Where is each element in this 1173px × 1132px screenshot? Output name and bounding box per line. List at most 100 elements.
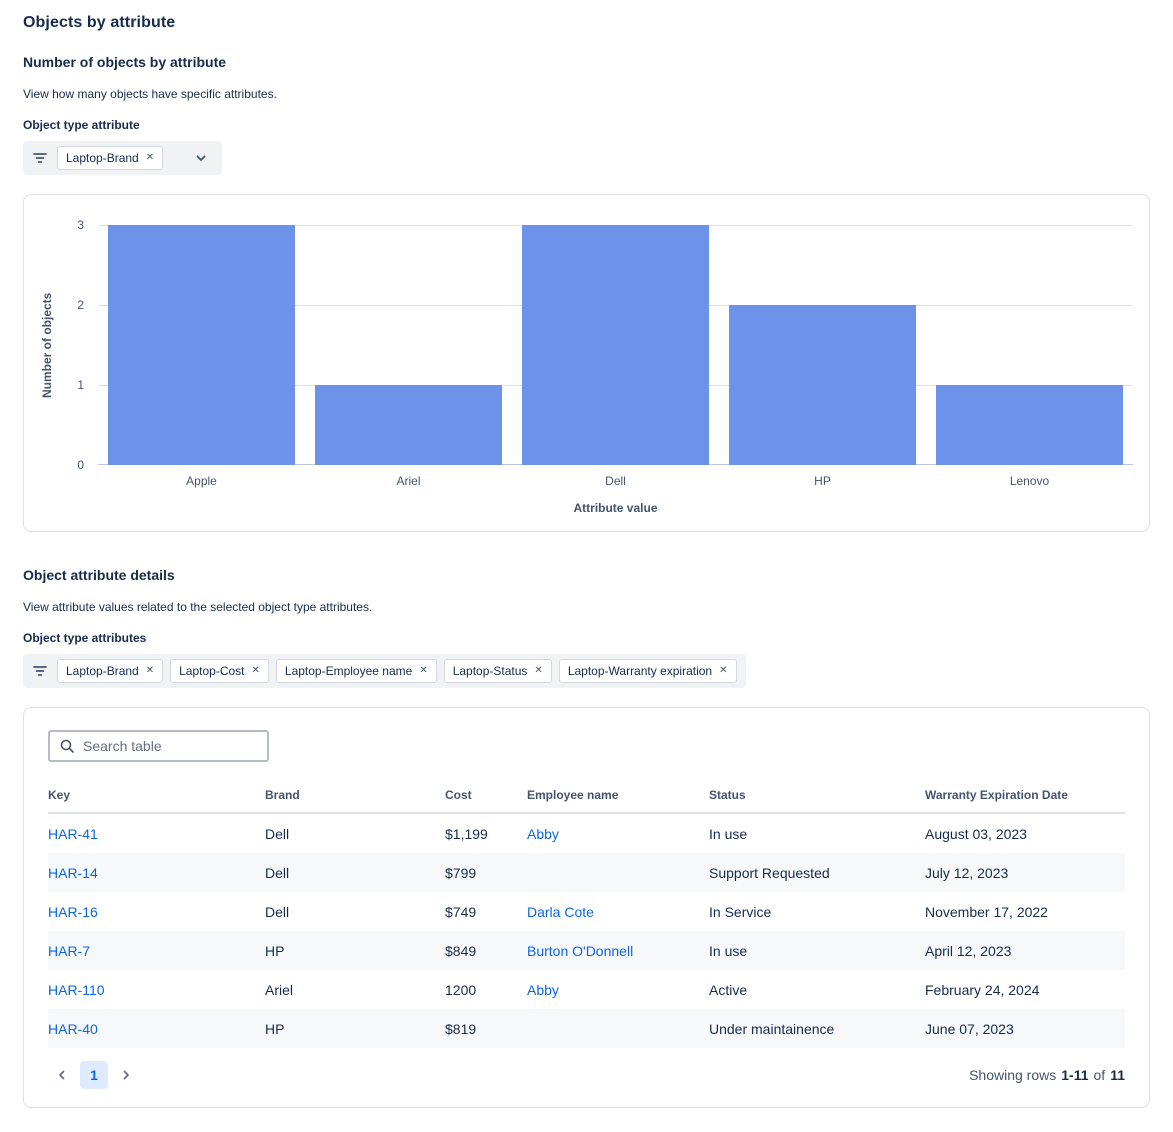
table-row: HAR-110 Ariel 1200 Abby Active February … xyxy=(48,970,1125,1009)
filter-tag-label: Laptop-Brand xyxy=(66,664,139,678)
table-row: HAR-40 HP $819 Under maintainence June 0… xyxy=(48,1009,1125,1048)
previous-page-button[interactable] xyxy=(48,1061,76,1089)
employee-link[interactable]: Abby xyxy=(527,981,559,998)
cost-cell: $749 xyxy=(445,903,477,920)
cost-cell: $849 xyxy=(445,942,477,959)
column-header-warranty[interactable]: Warranty Expiration Date xyxy=(925,788,1068,802)
bar-hp[interactable] xyxy=(729,305,916,465)
filter-tag-label: Laptop-Status xyxy=(452,664,528,678)
object-type-attribute-select[interactable]: Laptop-Brand ✕ xyxy=(23,141,223,175)
status-cell: Under maintainence xyxy=(709,1020,835,1037)
filter-tag-label: Laptop-Employee name xyxy=(284,664,413,678)
x-tick-label: Lenovo xyxy=(1009,474,1050,488)
status-cell: In use xyxy=(709,825,748,842)
chart-section-description: View how many objects have specific attr… xyxy=(23,87,277,101)
cost-cell: $799 xyxy=(445,864,477,881)
filter-tag: Laptop-Cost ✕ xyxy=(170,659,269,683)
column-header-status[interactable]: Status xyxy=(709,788,746,802)
remove-tag-icon[interactable]: ✕ xyxy=(251,665,260,676)
rows-summary-of: of xyxy=(1093,1067,1106,1083)
warranty-cell: November 17, 2022 xyxy=(925,903,1048,920)
brand-cell: Dell xyxy=(265,825,290,842)
warranty-cell: April 12, 2023 xyxy=(925,942,1012,959)
next-page-button[interactable] xyxy=(112,1061,140,1089)
employee-link[interactable]: Darla Cote xyxy=(527,903,594,920)
key-link[interactable]: HAR-40 xyxy=(48,1020,98,1037)
search-input[interactable] xyxy=(83,738,258,754)
brand-cell: Dell xyxy=(265,864,290,881)
plot-area xyxy=(98,225,1133,465)
filter-tag-label: Laptop-Warranty expiration xyxy=(567,664,713,678)
column-header-cost[interactable]: Cost xyxy=(445,788,472,802)
bar-dell[interactable] xyxy=(522,225,709,465)
search-icon xyxy=(59,738,75,754)
search-box xyxy=(48,730,269,762)
key-link[interactable]: HAR-7 xyxy=(48,942,91,959)
table-footer: 1 Showing rows 1-11 of 11 xyxy=(48,1061,1125,1093)
table-row: HAR-7 HP $849 Burton O'Donnell In use Ap… xyxy=(48,931,1125,970)
chart-card: Number of objects 3 2 1 0 xyxy=(23,194,1150,532)
table-row: HAR-41 Dell $1,199 Abby In use August 03… xyxy=(48,814,1125,853)
bar-lenovo[interactable] xyxy=(936,385,1123,465)
remove-tag-icon[interactable]: ✕ xyxy=(719,665,728,676)
chart-section-heading: Number of objects by attribute xyxy=(23,54,227,70)
chevron-right-icon xyxy=(119,1068,133,1082)
employee-link[interactable]: Burton O'Donnell xyxy=(527,942,634,959)
status-cell: In Service xyxy=(709,903,772,920)
key-link[interactable]: HAR-110 xyxy=(48,981,105,998)
rows-summary-range: 1-11 xyxy=(1061,1067,1089,1083)
page-1-button[interactable]: 1 xyxy=(80,1061,108,1089)
chevron-left-icon xyxy=(55,1068,69,1082)
details-section-heading: Object attribute details xyxy=(23,567,175,583)
column-header-key[interactable]: Key xyxy=(48,788,71,802)
rows-summary: Showing rows 1-11 of 11 xyxy=(969,1067,1125,1083)
brand-cell: Dell xyxy=(265,903,290,920)
x-axis-ticks: Apple Ariel Dell HP Lenovo xyxy=(98,465,1133,488)
bar-ariel[interactable] xyxy=(315,385,502,465)
filter-tag: Laptop-Employee name ✕ xyxy=(275,659,437,683)
status-cell: Support Requested xyxy=(709,864,830,881)
column-header-employee[interactable]: Employee name xyxy=(527,788,619,802)
key-link[interactable]: HAR-41 xyxy=(48,825,98,842)
remove-tag-icon[interactable]: ✕ xyxy=(419,665,428,676)
filter-icon xyxy=(32,150,48,166)
chart-section: Number of objects by attribute View how … xyxy=(23,54,1150,532)
bar-apple[interactable] xyxy=(108,225,295,465)
y-tick-label: 0 xyxy=(77,458,84,472)
filter-tag: Laptop-Brand ✕ xyxy=(57,146,164,170)
key-link[interactable]: HAR-14 xyxy=(48,864,98,881)
brand-cell: HP xyxy=(265,942,285,959)
cost-cell: $1,199 xyxy=(445,825,488,842)
column-header-brand[interactable]: Brand xyxy=(265,788,300,802)
x-tick-label: Apple xyxy=(186,474,217,488)
warranty-cell: February 24, 2024 xyxy=(925,981,1040,998)
y-tick-label: 2 xyxy=(77,297,84,312)
key-link[interactable]: HAR-16 xyxy=(48,903,98,920)
object-type-attribute-label: Object type attribute xyxy=(23,118,140,132)
filter-tag: Laptop-Status ✕ xyxy=(443,659,552,683)
object-type-attributes-select[interactable]: Laptop-Brand ✕ Laptop-Cost ✕ Laptop-Empl… xyxy=(23,654,746,688)
brand-cell: HP xyxy=(265,1020,285,1037)
table-header-row: Key Brand Cost Employee name Status Warr… xyxy=(48,780,1125,814)
details-section-description: View attribute values related to the sel… xyxy=(23,600,373,614)
warranty-cell: June 07, 2023 xyxy=(925,1020,1014,1037)
warranty-cell: August 03, 2023 xyxy=(925,825,1027,842)
remove-tag-icon[interactable]: ✕ xyxy=(534,665,543,676)
rows-summary-total: 11 xyxy=(1110,1067,1125,1083)
employee-link[interactable]: Abby xyxy=(527,825,559,842)
cost-cell: 1200 xyxy=(445,981,477,998)
attributes-table: Key Brand Cost Employee name Status Warr… xyxy=(48,780,1125,1048)
y-axis-ticks: 3 2 1 0 xyxy=(58,218,98,472)
filter-tag: Laptop-Brand ✕ xyxy=(57,659,164,683)
rows-summary-prefix: Showing rows xyxy=(969,1067,1057,1083)
filter-tag-label: Laptop-Brand xyxy=(66,151,139,165)
bars-group xyxy=(98,225,1133,465)
bar-chart: Number of objects 3 2 1 0 xyxy=(36,218,1133,515)
status-cell: In use xyxy=(709,942,748,959)
x-tick-label: Dell xyxy=(605,474,626,488)
remove-tag-icon[interactable]: ✕ xyxy=(145,665,155,676)
remove-tag-icon[interactable]: ✕ xyxy=(145,152,155,163)
table-row: HAR-14 Dell $799 Support Requested July … xyxy=(48,853,1125,892)
filter-icon xyxy=(32,663,48,679)
brand-cell: Ariel xyxy=(265,981,294,998)
